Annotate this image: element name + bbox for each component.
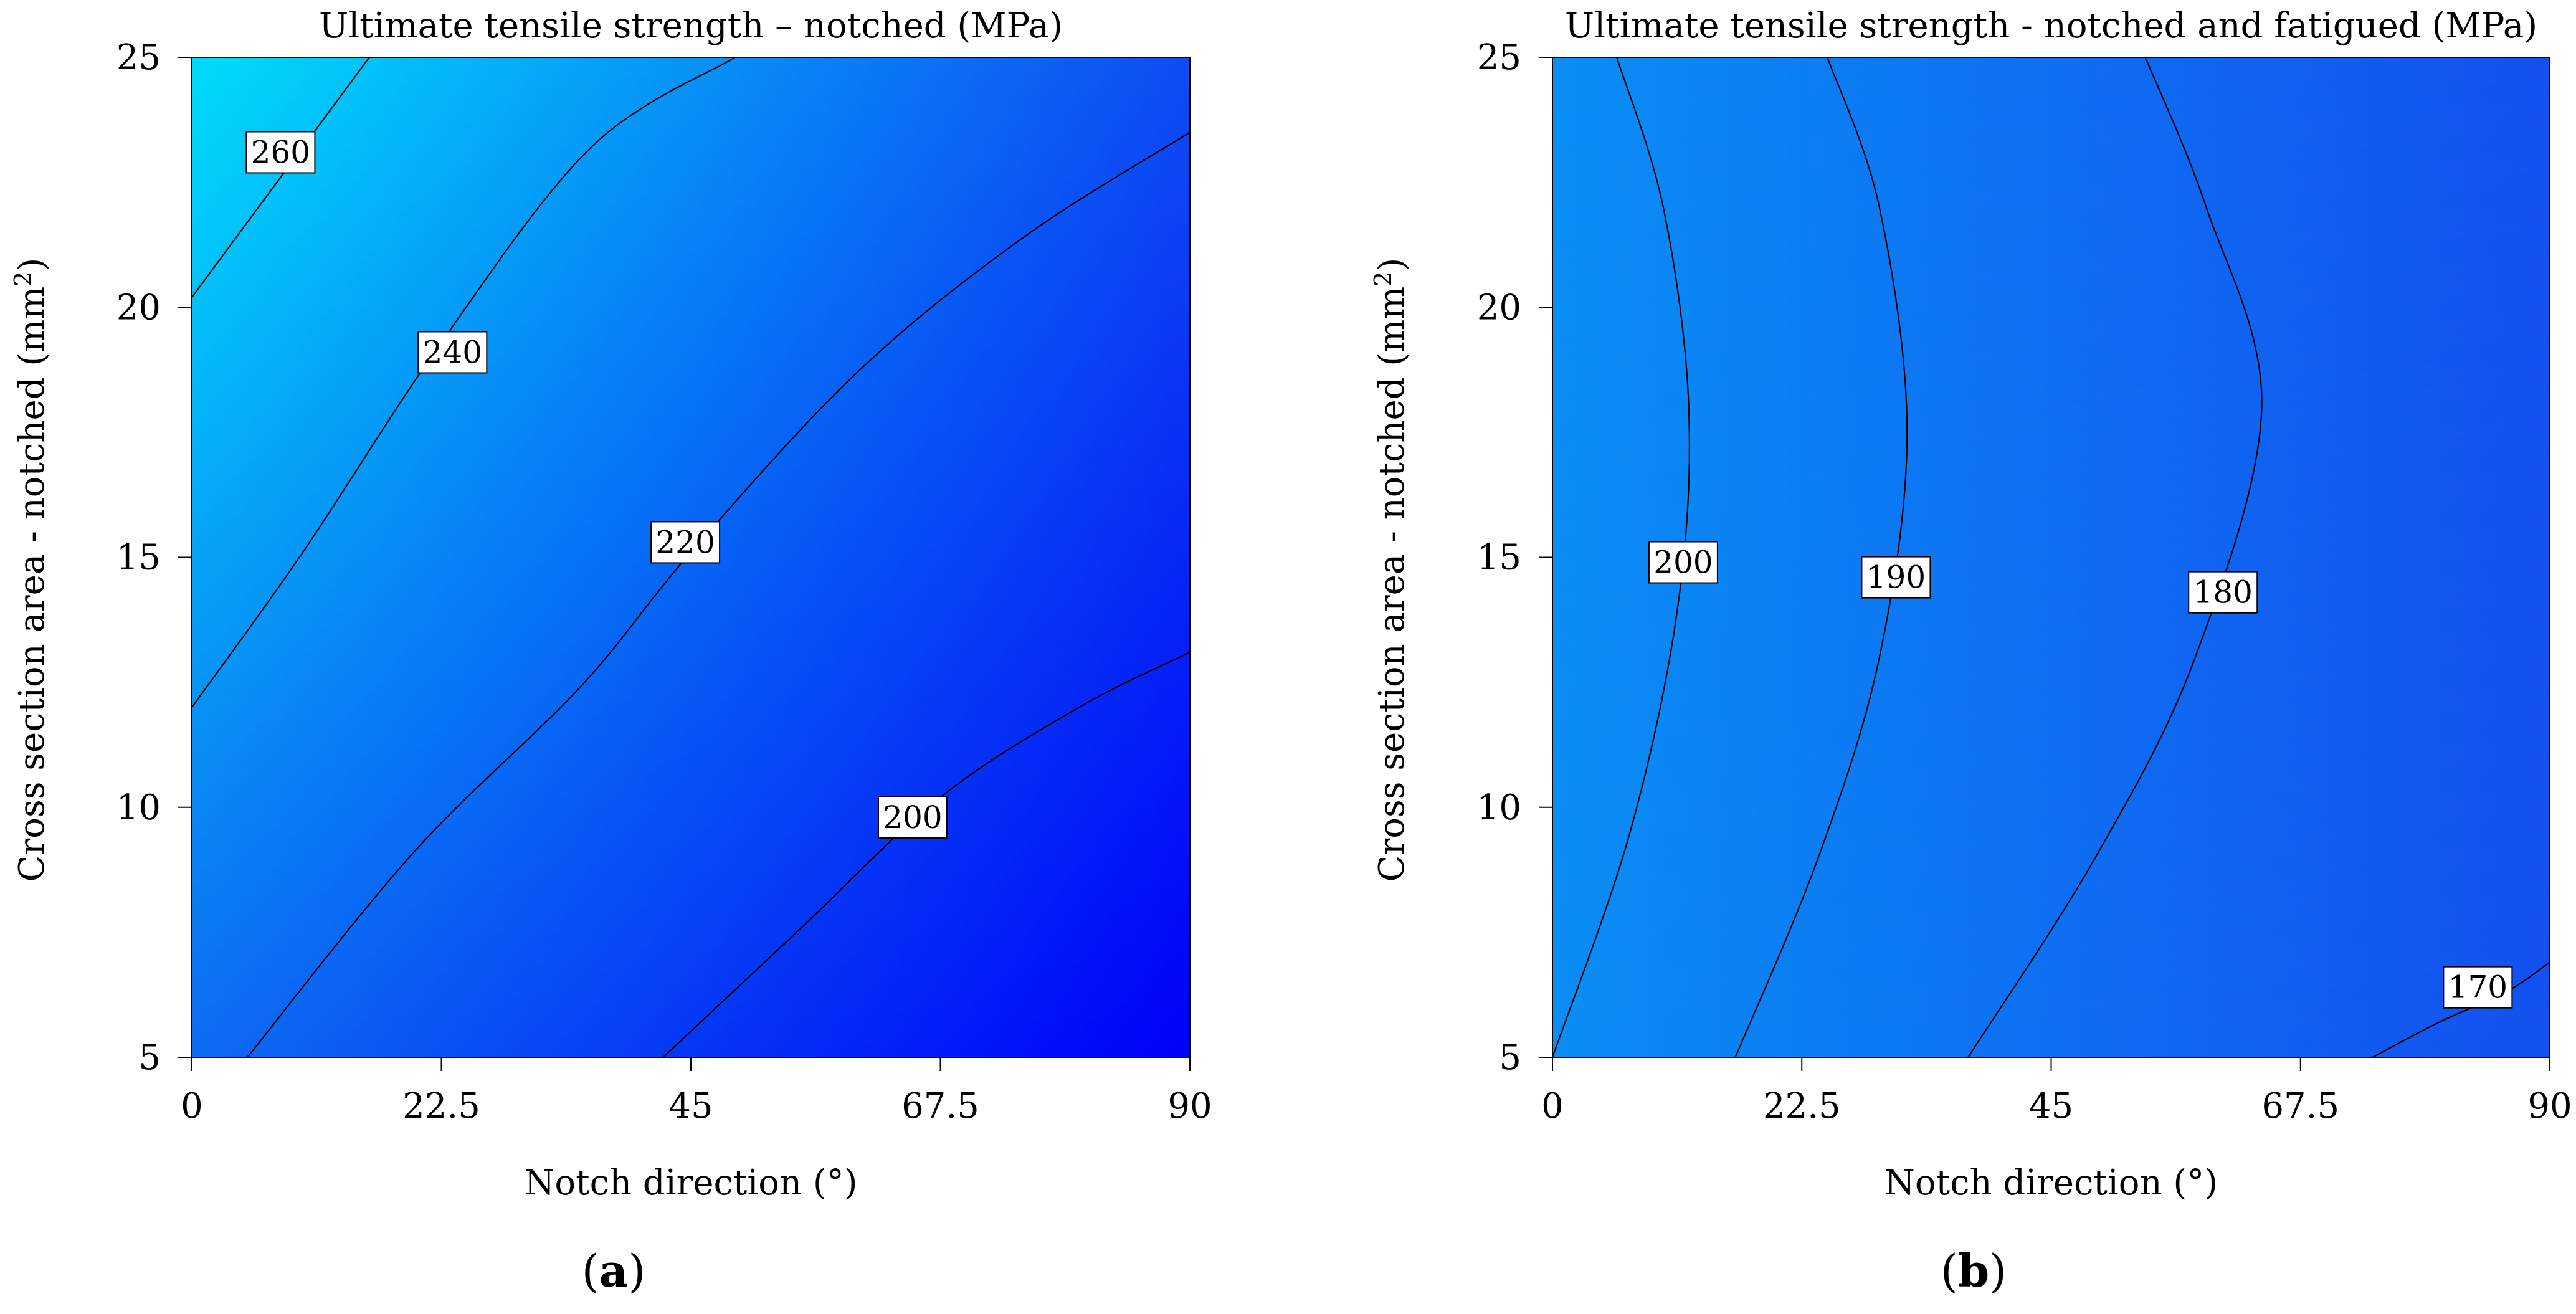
contour-label-200: 200 (1648, 541, 1718, 584)
contour-label-text: 200 (1653, 545, 1713, 581)
contour-line-190 (1734, 57, 1908, 1057)
contour-label-text: 260 (251, 134, 310, 170)
y-tick-label: 5 (1499, 1037, 1521, 1078)
chart-panel-a: 260 240 220 200 0 22.5 45 67.5 90 5 10 15 20 25 Ultima… (9, 6, 1212, 1297)
contour-label-text: 200 (883, 799, 942, 836)
contour-label-box (417, 331, 488, 374)
contour-line-200 (1552, 57, 1691, 1057)
panel-label: (b) (1941, 1244, 2007, 1297)
chart-title: Ultimate tensile strength - notched and … (1565, 6, 2537, 46)
contour-label-box (878, 796, 948, 839)
contour-label-180: 180 (2188, 571, 2258, 614)
y-tick-label: 10 (116, 788, 161, 828)
contour-label-box (650, 521, 721, 564)
y-tick-label: 25 (116, 37, 161, 78)
x-axis-label: Notch direction (°) (524, 1163, 857, 1203)
x-tick-label: 0 (1541, 1086, 1564, 1126)
x-tick-label: 0 (181, 1086, 203, 1126)
contour-label-text: 240 (423, 334, 482, 370)
y-tick-label: 20 (1477, 287, 1521, 328)
y-tick-label: 25 (1477, 37, 1521, 78)
x-tick-label: 90 (2527, 1086, 2572, 1126)
y-tick-label: 20 (116, 287, 161, 328)
contour-label-text: 170 (2448, 969, 2507, 1006)
y-axis-label: Cross section area - notched (mm2) (1369, 258, 1412, 882)
x-tick-label: 67.5 (2261, 1086, 2339, 1126)
x-axis-label: Notch direction (°) (1884, 1163, 2218, 1203)
contour-label-220: 220 (650, 521, 721, 564)
contour-label-box (245, 131, 316, 174)
x-tick-label: 45 (668, 1086, 713, 1126)
contour-label-text: 220 (655, 524, 715, 560)
x-tick-label: 90 (1167, 1086, 1212, 1126)
y-axis-label: Cross section area - notched (mm2) (9, 258, 52, 882)
plot-background-overlay (1552, 57, 2550, 1057)
contour-label-text: 180 (2193, 574, 2253, 611)
x-tick-label: 45 (2029, 1086, 2073, 1126)
y-tick-label: 15 (1477, 538, 1521, 578)
y-tick-label: 15 (116, 538, 161, 578)
panel-label: (a) (582, 1244, 646, 1297)
contour-label-260: 260 (245, 131, 316, 174)
chart-panel-b: 200 190 180 170 0 22.5 45 67.5 90 5 10 15 20 25 Ultima… (1369, 6, 2572, 1297)
x-tick-label: 22.5 (402, 1086, 480, 1126)
chart-title: Ultimate tensile strength – notched (MPa… (319, 6, 1063, 46)
contour-line-260 (192, 57, 370, 298)
y-tick-label: 10 (1477, 788, 1521, 828)
contour-label-190: 190 (1861, 556, 1931, 599)
contour-label-box (2443, 966, 2513, 1009)
contour-label-240: 240 (417, 331, 488, 374)
contour-label-170: 170 (2443, 966, 2513, 1009)
contour-label-200: 200 (878, 796, 948, 839)
y-tick-label: 5 (138, 1037, 161, 1078)
contour-label-text: 190 (1866, 559, 1926, 596)
contour-label-box (2188, 571, 2258, 614)
contour-label-box (1648, 541, 1718, 584)
contour-line-180 (1967, 57, 2263, 1057)
x-tick-label: 22.5 (1763, 1086, 1841, 1126)
contour-lines (1552, 57, 2550, 1057)
x-tick-label: 67.5 (901, 1086, 979, 1126)
contour-label-box (1861, 556, 1931, 599)
